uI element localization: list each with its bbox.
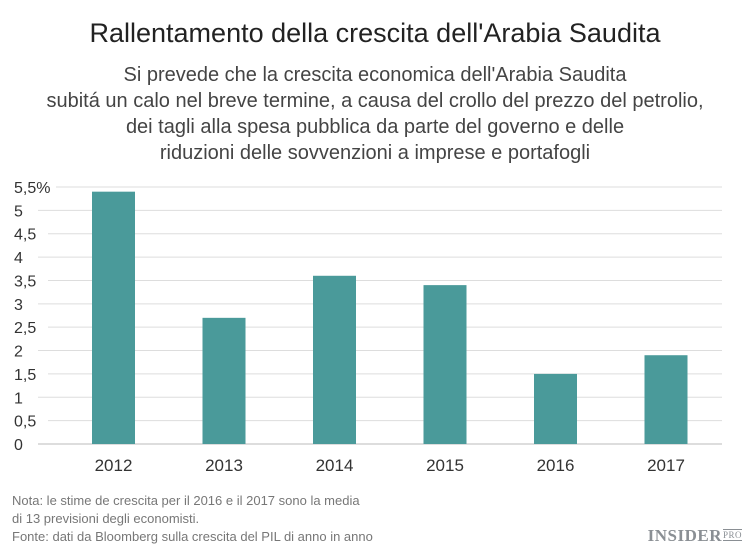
x-tick-label: 2016 [537,456,575,475]
bar-2014 [313,275,356,444]
chart-subtitle: Si prevede che la crescita economica del… [0,62,750,166]
note-line: di 13 previsioni degli economisti. [12,511,200,526]
y-tick-label: 0,5 [14,414,36,431]
bar-2015 [423,285,467,444]
bar-2017 [644,355,688,444]
note-line: Nota: le stime de crescita per il 2016 e… [12,493,360,508]
logo-text: INSIDER [647,526,722,545]
x-tick-label: 2013 [205,456,243,475]
y-tick-label: 5,5% [14,180,50,197]
subtitle-line: dei tagli alla spesa pubblica da parte d… [125,116,625,138]
bar-2016 [534,373,577,444]
source-line: Fonte: dati da Bloomberg sulla crescita … [12,529,373,544]
x-tick-label: 2017 [647,456,685,475]
y-tick-label: 2,5 [14,320,36,337]
footnotes: Nota: le stime de crescita per il 2016 e… [12,492,373,546]
y-tick-label: 5 [14,203,23,220]
y-tick-label: 1,5 [14,367,36,384]
subtitle-line: subitá un calo nel breve termine, a caus… [46,90,704,112]
bar-2012 [92,191,135,444]
bar-2013 [202,317,246,444]
y-tick-label: 3 [14,297,23,314]
y-tick-label: 3,5 [14,273,36,290]
x-tick-label: 2014 [316,456,354,475]
y-tick-label: 0 [14,437,23,454]
y-tick-label: 2 [14,344,23,361]
x-tick-label: 2015 [426,456,464,475]
chart-title: Rallentamento della crescita dell'Arabia… [89,18,661,48]
logo-sup: PRO [722,529,742,541]
y-tick-label: 1 [14,390,23,407]
y-tick-label: 4,5 [14,227,36,244]
insider-pro-logo: INSIDERPRO [648,526,742,546]
subtitle-line: riduzioni delle sovvenzioni a imprese e … [159,142,591,164]
y-tick-label: 4 [14,250,23,267]
x-tick-label: 2012 [95,456,133,475]
subtitle-line: Si prevede che la crescita economica del… [123,64,627,86]
